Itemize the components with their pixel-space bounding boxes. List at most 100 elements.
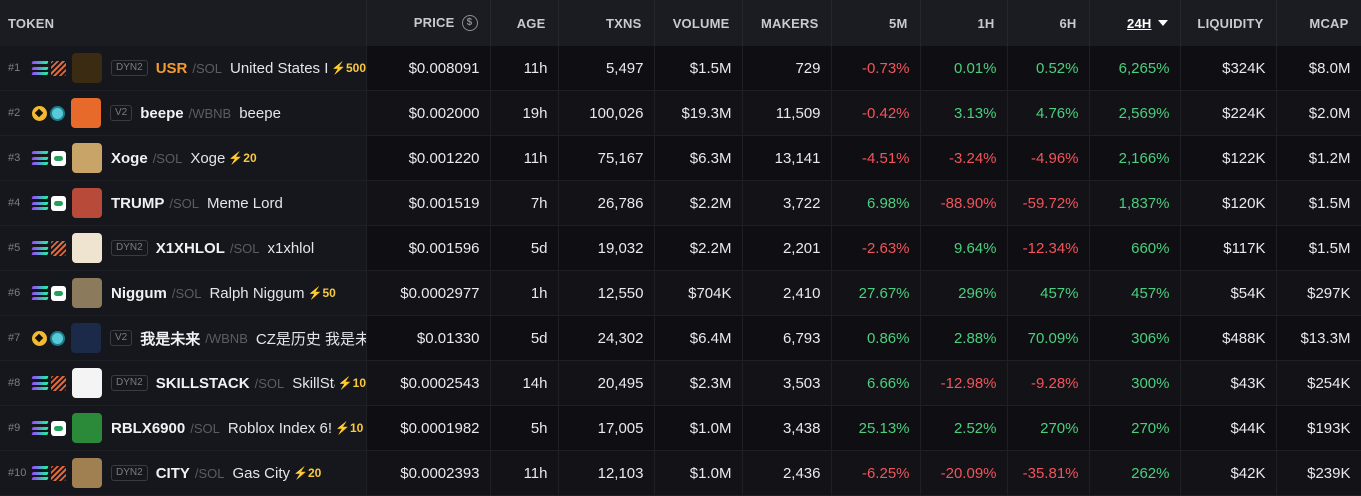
- cell-h24: 270%: [1089, 405, 1181, 451]
- dex-version-badge: DYN2: [111, 60, 148, 76]
- table-row[interactable]: #9 RBLX6900 /SOL Roblox Index 6! ⚡10 $0.…: [0, 405, 1361, 451]
- table-row[interactable]: #2 V2 beepe /WBNB beepe $0.002000 19h 100,…: [0, 90, 1361, 136]
- token-avatar: [72, 53, 102, 83]
- header-txns[interactable]: TXNS: [558, 0, 655, 46]
- token-cell[interactable]: #4 TRUMP /SOL Meme Lord: [0, 180, 367, 226]
- header-price[interactable]: PRICE $: [366, 0, 491, 46]
- cell-age: 19h: [490, 90, 559, 136]
- header-24h[interactable]: 24H: [1089, 0, 1181, 46]
- token-cell[interactable]: #2 V2 beepe /WBNB beepe: [0, 90, 367, 136]
- header-6h[interactable]: 6H: [1007, 0, 1090, 46]
- header-5m-label: 5M: [889, 15, 908, 31]
- cell-h6: -59.72%: [1007, 180, 1090, 226]
- cell-volume: $1.0M: [654, 405, 743, 451]
- header-liquidity[interactable]: LIQUIDITY: [1180, 0, 1277, 46]
- cell-h1: -12.98%: [920, 360, 1008, 406]
- token-cell[interactable]: #1 DYN2 USR /SOL United States I ⚡500: [0, 46, 367, 91]
- cell-makers: 13,141: [742, 135, 832, 181]
- token-avatar: [71, 323, 101, 353]
- cell-txns: 100,026: [558, 90, 655, 136]
- cell-txns: 24,302: [558, 315, 655, 361]
- token-symbol: CITY: [155, 464, 190, 482]
- quote-pair: /SOL: [194, 465, 225, 481]
- cell-age: 7h: [490, 180, 559, 226]
- cell-liquidity: $44K: [1180, 405, 1277, 451]
- cell-price: $0.002000: [366, 90, 491, 136]
- rank: #8: [8, 377, 21, 389]
- quote-pair: /SOL: [171, 285, 202, 301]
- header-5m[interactable]: 5M: [831, 0, 921, 46]
- cell-makers: 3,722: [742, 180, 832, 226]
- header-mcap[interactable]: MCAP: [1276, 0, 1361, 46]
- header-makers[interactable]: MAKERS: [742, 0, 832, 46]
- rank: #5: [8, 242, 21, 254]
- cell-h24: 306%: [1089, 315, 1181, 361]
- cell-h6: -12.34%: [1007, 225, 1090, 271]
- header-volume-label: VOLUME: [672, 15, 730, 31]
- table-row[interactable]: #1 DYN2 USR /SOL United States I ⚡500 $0…: [0, 46, 1361, 91]
- header-token[interactable]: TOKEN: [0, 0, 367, 46]
- pumpswap-dex-icon: [51, 285, 66, 301]
- token-cell[interactable]: #7 V2 我是未来 /WBNB CZ是历史 我是未:: [0, 315, 367, 361]
- table-row[interactable]: #3 Xoge /SOL Xoge ⚡20 $0.001220 11h 75,167…: [0, 135, 1361, 181]
- cell-mcap: $193K: [1276, 405, 1361, 451]
- cell-age: 5d: [490, 225, 559, 271]
- boost-badge: ⚡20: [293, 466, 322, 480]
- cell-mcap: $8.0M: [1276, 46, 1361, 91]
- pumpswap-dex-icon: [51, 150, 66, 166]
- sort-desc-icon: [1157, 19, 1168, 26]
- dollar-toggle-icon[interactable]: $: [461, 15, 478, 32]
- cell-age: 11h: [490, 135, 559, 181]
- token-cell[interactable]: #9 RBLX6900 /SOL Roblox Index 6! ⚡10: [0, 405, 367, 451]
- cell-age: 5d: [490, 315, 559, 361]
- header-mcap-label: MCAP: [1309, 15, 1349, 31]
- token-symbol: Xoge: [111, 149, 148, 167]
- cell-volume: $2.3M: [654, 360, 743, 406]
- table-row[interactable]: #4 TRUMP /SOL Meme Lord $0.001519 7h 26,78…: [0, 180, 1361, 226]
- table-row[interactable]: #5 DYN2 X1XHLOL /SOL x1xhlol $0.001596 5d…: [0, 225, 1361, 271]
- quote-pair: /SOL: [190, 420, 220, 436]
- token-cell[interactable]: #5 DYN2 X1XHLOL /SOL x1xhlol: [0, 225, 367, 271]
- cell-txns: 17,005: [558, 405, 655, 451]
- cell-makers: 3,503: [742, 360, 832, 406]
- boost-badge: ⚡10: [335, 421, 364, 435]
- solana-chain-icon: [31, 376, 49, 390]
- cell-volume: $1.0M: [654, 450, 743, 496]
- header-1h[interactable]: 1H: [920, 0, 1008, 46]
- table-row[interactable]: #10 DYN2 CITY /SOL Gas City ⚡20 $0.00023…: [0, 450, 1361, 496]
- cell-makers: 2,436: [742, 450, 832, 496]
- cell-h1: 9.64%: [920, 225, 1008, 271]
- cell-h1: -3.24%: [920, 135, 1008, 181]
- rank: #3: [8, 152, 21, 164]
- token-cell[interactable]: #3 Xoge /SOL Xoge ⚡20: [0, 135, 367, 181]
- cell-txns: 20,495: [558, 360, 655, 406]
- quote-pair: /WBNB: [205, 330, 248, 346]
- cell-mcap: $1.2M: [1276, 135, 1361, 181]
- cell-h6: 70.09%: [1007, 315, 1090, 361]
- header-volume[interactable]: VOLUME: [654, 0, 743, 46]
- meteora-dex-icon: [51, 60, 66, 76]
- cell-volume: $704K: [654, 270, 743, 316]
- header-age-label: AGE: [516, 15, 546, 31]
- cell-h6: -9.28%: [1007, 360, 1090, 406]
- solana-chain-icon: [31, 151, 49, 165]
- cell-m5: -2.63%: [831, 225, 921, 271]
- token-avatar: [72, 413, 102, 443]
- token-avatar: [72, 368, 102, 398]
- solana-chain-icon: [31, 196, 49, 210]
- token-cell[interactable]: #8 DYN2 SKILLSTACK /SOL SkillStac ⚡10: [0, 360, 367, 406]
- token-cell[interactable]: #6 Niggum /SOL Ralph Niggum ⚡50: [0, 270, 367, 316]
- token-name: CZ是历史 我是未:: [255, 330, 366, 348]
- quote-pair: /SOL: [229, 240, 260, 256]
- table-row[interactable]: #8 DYN2 SKILLSTACK /SOL SkillStac ⚡10 $0…: [0, 360, 1361, 406]
- token-avatar: [72, 278, 102, 308]
- table-row[interactable]: #7 V2 我是未来 /WBNB CZ是历史 我是未: $0.01330 5d 24…: [0, 315, 1361, 361]
- table-row[interactable]: #6 Niggum /SOL Ralph Niggum ⚡50 $0.00029…: [0, 270, 1361, 316]
- cell-price: $0.001596: [366, 225, 491, 271]
- header-age[interactable]: AGE: [490, 0, 559, 46]
- cell-m5: 27.67%: [831, 270, 921, 316]
- cell-price: $0.0002393: [366, 450, 491, 496]
- token-symbol: SKILLSTACK: [155, 374, 250, 392]
- rank: #10: [8, 467, 27, 479]
- token-cell[interactable]: #10 DYN2 CITY /SOL Gas City ⚡20: [0, 450, 367, 496]
